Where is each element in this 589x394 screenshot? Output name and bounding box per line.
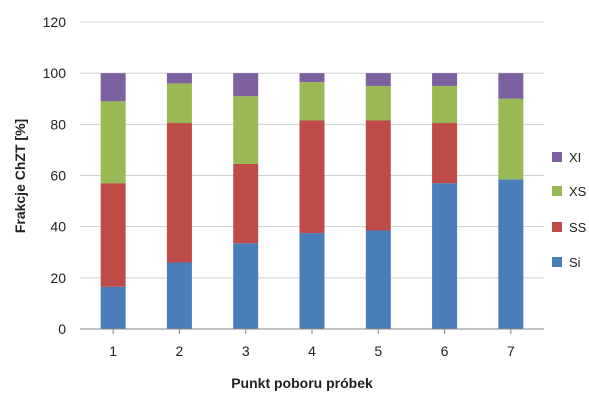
y-tick-label: 40	[50, 219, 66, 235]
x-tick-label: 2	[176, 343, 184, 359]
bar-segment-si	[498, 179, 524, 329]
y-axis-title: Frakcje ChZT [%]	[12, 119, 28, 233]
bar-segment-si	[432, 183, 458, 329]
y-tick-label: 120	[43, 14, 67, 30]
x-tick-label: 3	[242, 343, 250, 359]
x-tick-label: 4	[308, 343, 316, 359]
legend-label-ss: SS	[569, 220, 587, 235]
y-tick-label: 0	[58, 321, 66, 337]
bar-segment-xs	[432, 85, 458, 124]
bar-segment-ss	[432, 123, 458, 184]
bar-segment-xs	[166, 83, 192, 124]
legend-label-xi: XI	[569, 150, 581, 165]
bar-segment-xs	[365, 85, 391, 121]
bar-segment-xs	[100, 101, 126, 184]
x-tick-label: 7	[507, 343, 515, 359]
bar-segment-xs	[233, 96, 259, 164]
x-axis-ticks: 1 2 3 4 5 6 7	[109, 329, 515, 359]
bar-segment-si	[166, 262, 192, 329]
legend-swatch-si	[552, 257, 562, 267]
bar-segment-xs	[498, 98, 524, 180]
legend-label-xs: XS	[569, 184, 587, 199]
legend-label-si: Si	[569, 255, 581, 270]
y-tick-label: 80	[50, 116, 66, 132]
bar-segment-ss	[233, 163, 259, 244]
bar-segment-xi	[498, 73, 524, 99]
x-axis-title: Punkt poboru próbek	[231, 375, 373, 391]
y-axis-ticks: 0 20 40 60 80 100 120	[43, 14, 67, 337]
bar-segment-si	[100, 286, 126, 329]
x-tick-label: 6	[441, 343, 449, 359]
legend-swatch-xs	[552, 186, 562, 196]
bar-segment-si	[233, 243, 259, 329]
legend: XI XS SS Si	[552, 150, 587, 270]
y-tick-label: 100	[43, 65, 67, 81]
bar-segment-si	[299, 233, 325, 329]
bar-segment-ss	[299, 120, 325, 234]
bar-segment-ss	[100, 183, 126, 287]
y-tick-label: 20	[50, 270, 66, 286]
legend-swatch-xi	[552, 152, 562, 162]
x-tick-label: 1	[109, 343, 117, 359]
y-tick-label: 60	[50, 168, 66, 184]
bar-segment-ss	[365, 120, 391, 231]
bar-segment-ss	[166, 123, 192, 263]
x-tick-label: 5	[374, 343, 382, 359]
bar-segment-xi	[166, 73, 192, 84]
bar-segment-xi	[299, 73, 325, 83]
bar-segment-xi	[233, 73, 259, 97]
bar-segment-xi	[365, 73, 391, 86]
bar-segment-xi	[432, 73, 458, 86]
bars	[100, 73, 524, 329]
bar-segment-xs	[299, 82, 325, 121]
bar-segment-xi	[100, 73, 126, 102]
bar-segment-si	[365, 230, 391, 329]
legend-swatch-ss	[552, 222, 562, 232]
